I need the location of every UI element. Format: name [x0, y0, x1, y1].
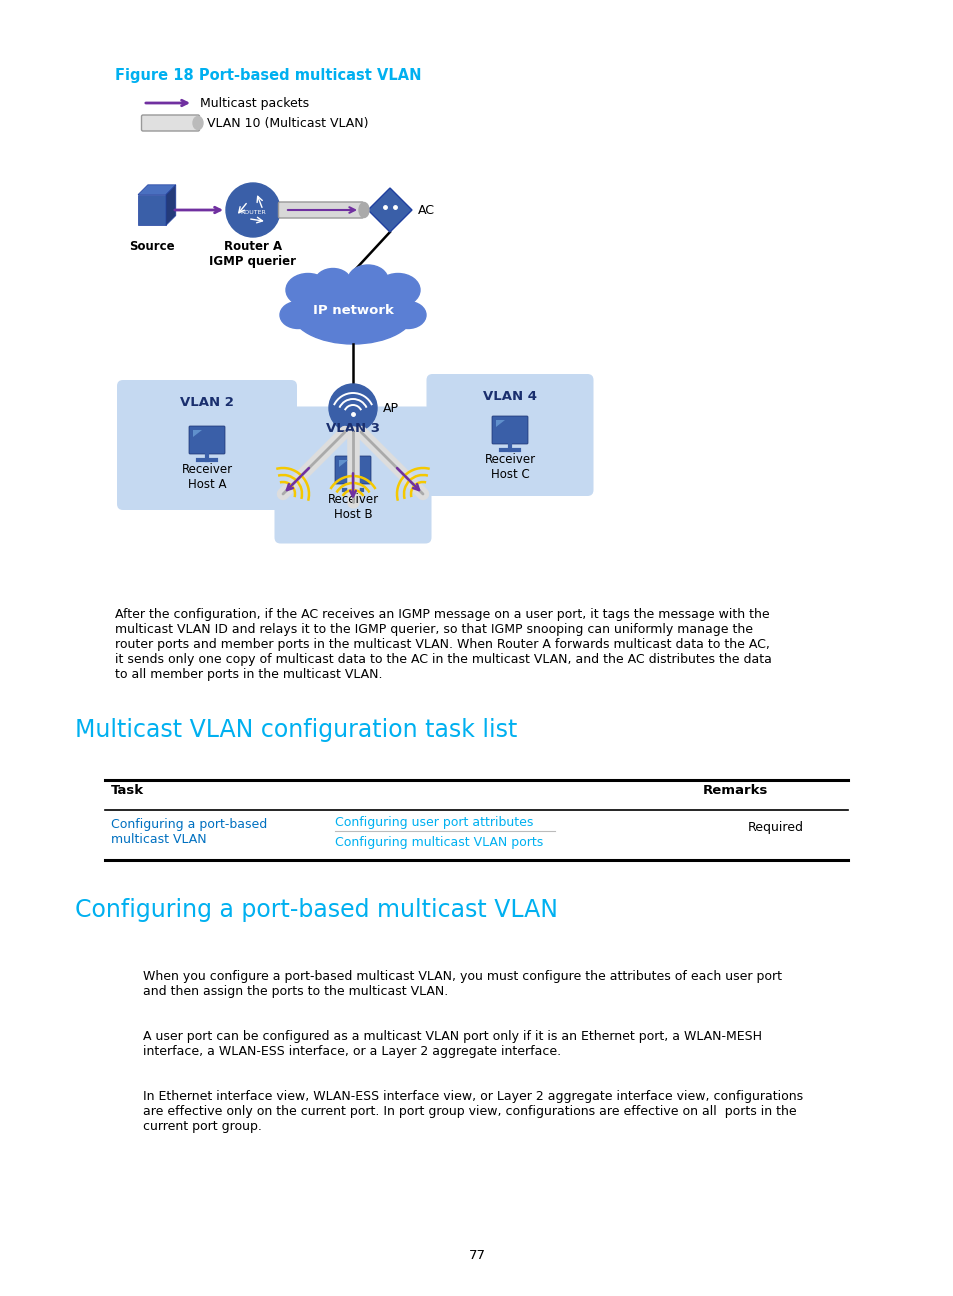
Text: Configuring a port-based
multicast VLAN: Configuring a port-based multicast VLAN	[111, 818, 267, 846]
Ellipse shape	[375, 273, 419, 306]
Polygon shape	[138, 194, 166, 226]
Text: Receiver
Host C: Receiver Host C	[484, 454, 535, 481]
Circle shape	[226, 183, 280, 237]
Text: Receiver
Host A: Receiver Host A	[181, 463, 233, 491]
Polygon shape	[338, 460, 348, 467]
Text: Task: Task	[111, 784, 144, 797]
Text: Configuring user port attributes: Configuring user port attributes	[335, 816, 533, 829]
Text: Remarks: Remarks	[702, 784, 767, 797]
FancyBboxPatch shape	[278, 202, 363, 218]
Text: ROUTER: ROUTER	[240, 210, 266, 215]
Text: Multicast packets: Multicast packets	[200, 96, 309, 109]
Text: IP network: IP network	[313, 303, 393, 316]
Text: 77: 77	[468, 1249, 485, 1262]
FancyBboxPatch shape	[426, 375, 593, 496]
Text: Required: Required	[747, 822, 803, 835]
Polygon shape	[496, 420, 504, 426]
Ellipse shape	[193, 117, 203, 130]
FancyBboxPatch shape	[141, 115, 199, 131]
Ellipse shape	[280, 302, 315, 328]
Text: Router A
IGMP querier: Router A IGMP querier	[210, 240, 296, 268]
FancyBboxPatch shape	[492, 416, 527, 445]
Text: VLAN 4: VLAN 4	[482, 390, 537, 403]
Polygon shape	[368, 188, 412, 232]
Text: Configuring a port-based multicast VLAN: Configuring a port-based multicast VLAN	[75, 898, 558, 921]
FancyBboxPatch shape	[274, 407, 431, 543]
Text: A user port can be configured as a multicast VLAN port only if it is an Ethernet: A user port can be configured as a multi…	[143, 1030, 761, 1058]
FancyBboxPatch shape	[117, 380, 296, 511]
Circle shape	[329, 384, 376, 432]
Text: Configuring multicast VLAN ports: Configuring multicast VLAN ports	[335, 836, 542, 849]
Polygon shape	[138, 185, 175, 194]
Text: Receiver
Host B: Receiver Host B	[327, 492, 378, 521]
Ellipse shape	[291, 276, 416, 343]
Text: After the configuration, if the AC receives an IGMP message on a user port, it t: After the configuration, if the AC recei…	[115, 608, 771, 680]
Ellipse shape	[286, 273, 330, 306]
Text: In Ethernet interface view, WLAN-ESS interface view, or Layer 2 aggregate interf: In Ethernet interface view, WLAN-ESS int…	[143, 1090, 802, 1133]
Ellipse shape	[314, 268, 351, 295]
Text: Figure 18 Port-based multicast VLAN: Figure 18 Port-based multicast VLAN	[115, 67, 421, 83]
Text: Source: Source	[129, 240, 174, 253]
Text: VLAN 2: VLAN 2	[180, 397, 233, 410]
Text: VLAN 10 (Multicast VLAN): VLAN 10 (Multicast VLAN)	[207, 117, 368, 130]
Ellipse shape	[390, 302, 426, 328]
Ellipse shape	[358, 202, 369, 218]
FancyBboxPatch shape	[189, 426, 225, 454]
Text: AC: AC	[417, 203, 435, 216]
Text: Multicast VLAN configuration task list: Multicast VLAN configuration task list	[75, 718, 517, 743]
Ellipse shape	[348, 264, 388, 295]
Text: VLAN 3: VLAN 3	[326, 422, 379, 435]
Text: When you configure a port-based multicast VLAN, you must configure the attribute: When you configure a port-based multicas…	[143, 969, 781, 998]
FancyBboxPatch shape	[335, 456, 371, 483]
Text: AP: AP	[382, 402, 398, 415]
Polygon shape	[166, 185, 175, 226]
Polygon shape	[193, 430, 202, 437]
